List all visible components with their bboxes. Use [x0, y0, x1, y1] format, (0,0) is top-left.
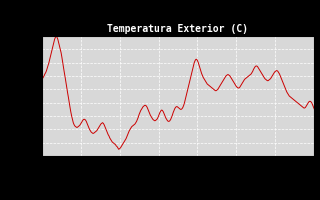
Title: Temperatura Exterior (C): Temperatura Exterior (C) — [107, 24, 248, 34]
Text: 2025: 2025 — [168, 26, 188, 35]
